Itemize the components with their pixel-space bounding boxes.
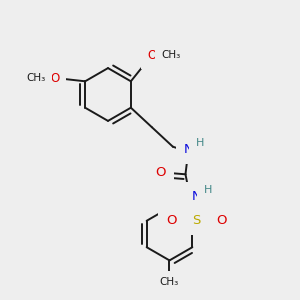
Text: O: O bbox=[166, 214, 177, 227]
Text: N: N bbox=[192, 190, 201, 203]
Text: CH₃: CH₃ bbox=[162, 50, 181, 60]
Text: N: N bbox=[184, 143, 193, 156]
Text: O: O bbox=[50, 72, 59, 85]
Text: O: O bbox=[156, 166, 166, 179]
Text: H: H bbox=[196, 138, 204, 148]
Text: O: O bbox=[148, 49, 157, 62]
Text: H: H bbox=[204, 185, 212, 195]
Text: O: O bbox=[217, 214, 227, 227]
Text: CH₃: CH₃ bbox=[26, 73, 46, 83]
Text: S: S bbox=[192, 214, 201, 227]
Text: CH₃: CH₃ bbox=[160, 277, 179, 287]
